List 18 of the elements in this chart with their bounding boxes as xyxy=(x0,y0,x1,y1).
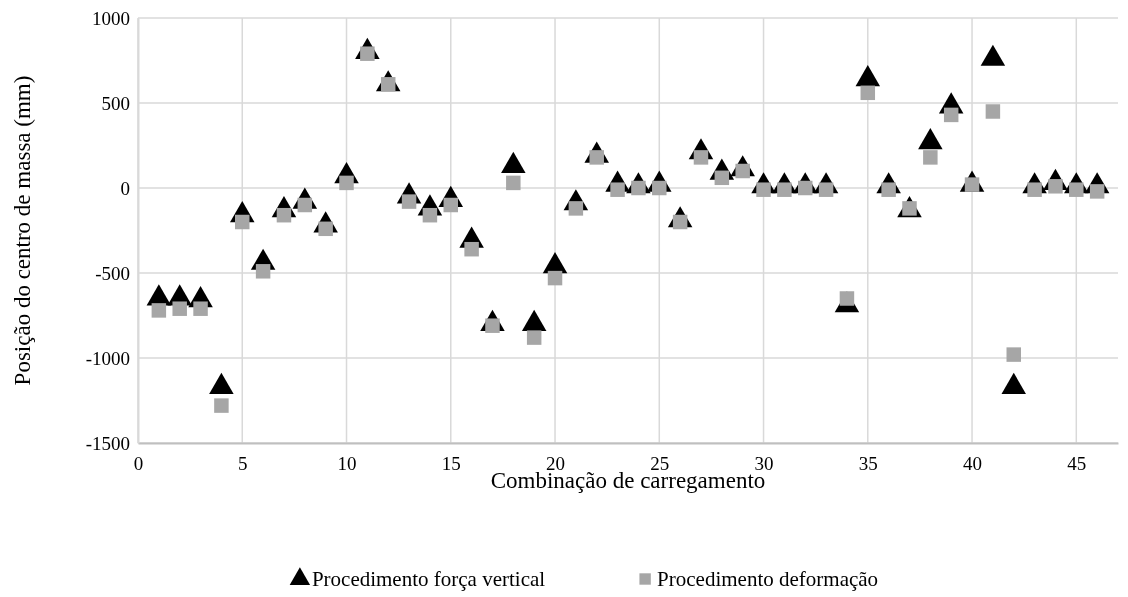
y-tick-label: -1500 xyxy=(85,432,130,454)
x-tick-label: 5 xyxy=(238,453,248,475)
y-tick-label: 1000 xyxy=(92,7,130,29)
legend-label: Procedimento deformação xyxy=(657,567,879,591)
x-tick-label: 0 xyxy=(133,453,144,475)
x-tick-label: 30 xyxy=(754,453,774,475)
y-tick-label: 500 xyxy=(101,92,130,114)
y-axis-title: Posição do centro de massa (mm) xyxy=(10,75,35,386)
y-tick-label: 0 xyxy=(120,177,130,199)
x-tick-label: 40 xyxy=(963,453,983,475)
x-tick-label: 25 xyxy=(650,453,670,475)
y-tick-label: -500 xyxy=(95,262,130,284)
y-tick-label: -1000 xyxy=(85,347,130,369)
x-tick-label: 45 xyxy=(1067,453,1087,475)
legend-label: Procedimento força vertical xyxy=(311,567,546,591)
x-tick-label: 35 xyxy=(858,453,878,475)
x-tick-label: 15 xyxy=(441,453,461,475)
x-tick-label: 10 xyxy=(337,453,357,475)
